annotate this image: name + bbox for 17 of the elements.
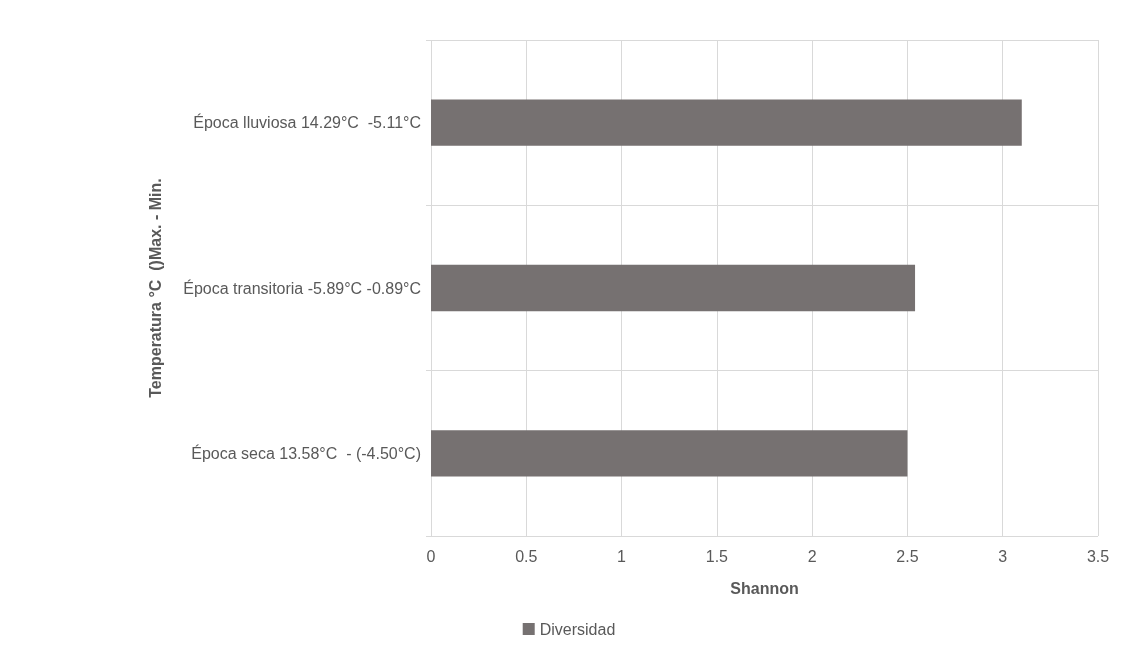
x-tick-label: 2	[807, 547, 817, 565]
y-tick-label: Época seca 13.58°C - (-4.50°C)	[191, 443, 421, 462]
x-tick-label: 0	[426, 547, 436, 565]
y-axis-title: Temperatura °C ()Max. - Min.	[146, 178, 164, 398]
x-tick-label: 0.5	[515, 547, 538, 565]
bar	[431, 99, 1022, 146]
y-tick-label: Época transitoria -5.89°C -0.89°C	[183, 278, 421, 297]
x-tick-label: 2.5	[896, 547, 919, 565]
bar	[431, 264, 916, 312]
x-tick-label: 1.5	[705, 547, 729, 565]
x-tick-label: 3	[998, 547, 1008, 565]
y-tick-label: Época lluviosa 14.29°C -5.11°C	[193, 113, 421, 132]
legend-label: Diversidad	[539, 620, 616, 638]
x-axis-title: Shannon	[730, 579, 799, 597]
x-tick-label: 1	[617, 547, 627, 565]
bar	[431, 430, 908, 477]
x-tick-label: 3.5	[1086, 547, 1110, 565]
